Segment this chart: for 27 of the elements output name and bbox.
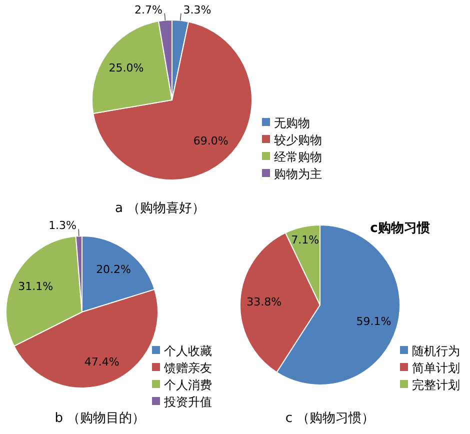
text: b （购物目的）: [54, 411, 146, 426]
pie-slice: [92, 21, 252, 180]
legend-label: 无购物: [274, 116, 310, 130]
data-label: 25.0%: [108, 62, 144, 75]
legend-label: 投资升值: [163, 395, 212, 409]
legend-label: 购物为主: [274, 167, 322, 181]
chart-title: c购物习惯: [370, 221, 430, 236]
data-label: 33.8%: [246, 295, 282, 308]
legend-label: 个人收藏: [164, 344, 212, 358]
data-label: 7.1%: [291, 233, 320, 246]
text: a （购物喜好）: [114, 201, 206, 216]
legend-label: 完整计划: [412, 378, 460, 392]
data-label: 20.2%: [96, 263, 132, 276]
data-label: 69.0%: [193, 134, 228, 148]
legend-label: 个人消费: [164, 378, 212, 392]
data-label: 47.4%: [84, 355, 120, 368]
data-label: 59.1%: [356, 314, 392, 328]
legend-label: 较少购物: [274, 133, 322, 147]
legend-label: 随机行为: [412, 344, 460, 358]
data-label: 31.1%: [18, 280, 54, 293]
data-label: 1.3%: [48, 219, 77, 232]
data-label: 2.7%: [134, 3, 162, 16]
text: c （购物习惯）: [285, 411, 375, 426]
legend-label: 简单计划: [412, 361, 460, 375]
legend-label: 馈赠亲友: [163, 361, 212, 375]
legend-label: 经常购物: [274, 150, 322, 164]
data-label: 3.3%: [183, 3, 212, 16]
